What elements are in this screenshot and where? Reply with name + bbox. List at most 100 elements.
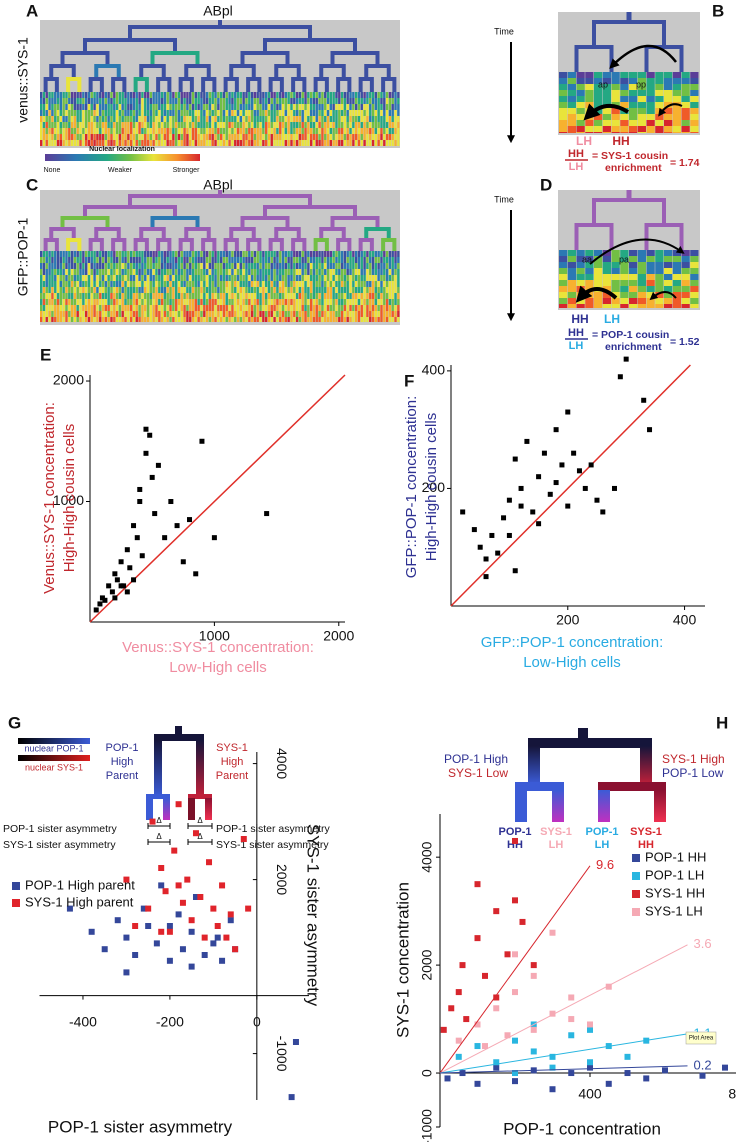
lineage-cell [73, 134, 77, 140]
lineage-cell [177, 140, 181, 146]
lineage-cell [690, 274, 699, 280]
lineage-cell [228, 299, 231, 305]
lineage-cell [138, 251, 141, 257]
lineage-cell [54, 140, 57, 146]
lineage-cell [166, 293, 169, 299]
lineage-cell [158, 128, 161, 134]
point [188, 963, 195, 970]
lineage-cell [284, 92, 287, 98]
lineage-cell [141, 128, 144, 134]
lineage-cell [380, 317, 383, 322]
lineage-cell [96, 263, 99, 269]
lineage-cell [42, 317, 46, 322]
lineage-cell [284, 299, 287, 305]
lineage-cell [42, 281, 46, 287]
lineage-cell [96, 128, 99, 134]
lineage-cell [65, 299, 68, 305]
lineage-cell [90, 104, 93, 110]
lineage-cell [68, 299, 71, 305]
parent-label: POP-1 Low [662, 766, 724, 780]
lineage-cell [321, 122, 324, 128]
lineage-cell [130, 116, 133, 122]
lineage-cell [183, 299, 186, 305]
lineage-cell [101, 311, 105, 317]
lineage-cell [276, 275, 279, 281]
lineage-cell [220, 263, 223, 269]
lineage-cell [208, 275, 212, 281]
lineage-cell [42, 275, 46, 281]
lineage-cell [205, 269, 209, 275]
lineage-cell [273, 116, 276, 122]
tree-branch [154, 740, 162, 796]
lineage-cell [253, 116, 257, 122]
lineage-cell [262, 287, 265, 293]
lineage-cell [655, 304, 664, 308]
lineage-cell [149, 281, 152, 287]
lineage-cell [96, 116, 99, 122]
lineage-cell [107, 140, 110, 146]
lineage-cell [335, 104, 338, 110]
lineage-cell [276, 269, 279, 275]
lineage-cell [217, 122, 220, 128]
lineage-cell [205, 257, 209, 263]
lineage-cell [270, 269, 273, 275]
time-label: Time [494, 26, 514, 36]
lineage-cell [124, 299, 127, 305]
lineage-cell [205, 251, 209, 257]
lineage-cell [304, 104, 307, 110]
lineage-cell [166, 317, 169, 322]
lineage-cell [101, 122, 105, 128]
lineage-cell [146, 305, 150, 311]
lineage-cell [169, 251, 172, 257]
lineage-cell [121, 299, 124, 305]
lineage-cell [51, 293, 54, 299]
lineage-cell [383, 305, 386, 311]
lineage-cell [363, 257, 366, 263]
lineage-cell [144, 281, 147, 287]
lineage-cell [340, 122, 344, 128]
lineage-cell [200, 257, 203, 263]
lineage-cell [397, 116, 400, 122]
lineage-cell [366, 128, 369, 134]
lineage-cell [637, 292, 646, 298]
lineage-cell [141, 275, 144, 281]
point [553, 480, 559, 486]
lineage-cell [42, 134, 46, 140]
lineage-cell [567, 84, 576, 90]
lineage-cell [265, 116, 268, 122]
lineage-cell [121, 104, 124, 110]
lineage-cell [290, 251, 293, 257]
lineage-cell [284, 311, 287, 317]
lineage-cell [369, 281, 372, 287]
lineage-cell [211, 110, 214, 116]
lineage-cell [312, 110, 316, 116]
lineage-cell [363, 293, 366, 299]
lineage-cell [48, 116, 51, 122]
lineage-cell [326, 251, 330, 257]
lineage-cell [293, 287, 296, 293]
lineage-cell [56, 293, 60, 299]
lineage-cell [620, 96, 629, 102]
point [495, 550, 501, 556]
lineage-cell [321, 92, 324, 98]
lineage-cell [79, 122, 82, 128]
lineage-cell [304, 275, 307, 281]
lineage-cell [87, 92, 91, 98]
lineage-cell [205, 110, 209, 116]
lineage-cell [42, 116, 46, 122]
lineage-cell [324, 128, 327, 134]
lineage-cell [248, 110, 251, 116]
lineage-cell [388, 122, 392, 128]
lineage-cell [239, 311, 242, 317]
lineage-cell [366, 257, 369, 263]
lineage-cell [130, 281, 133, 287]
lineage-cell [352, 287, 355, 293]
lineage-cell [118, 269, 122, 275]
lineage-cell [646, 268, 655, 274]
lineage-cell [236, 311, 240, 317]
lineage-cell [208, 134, 212, 140]
lineage-cell [276, 317, 279, 322]
lineage-cell [211, 293, 214, 299]
lineage-cell [321, 134, 324, 140]
point [568, 1016, 575, 1023]
